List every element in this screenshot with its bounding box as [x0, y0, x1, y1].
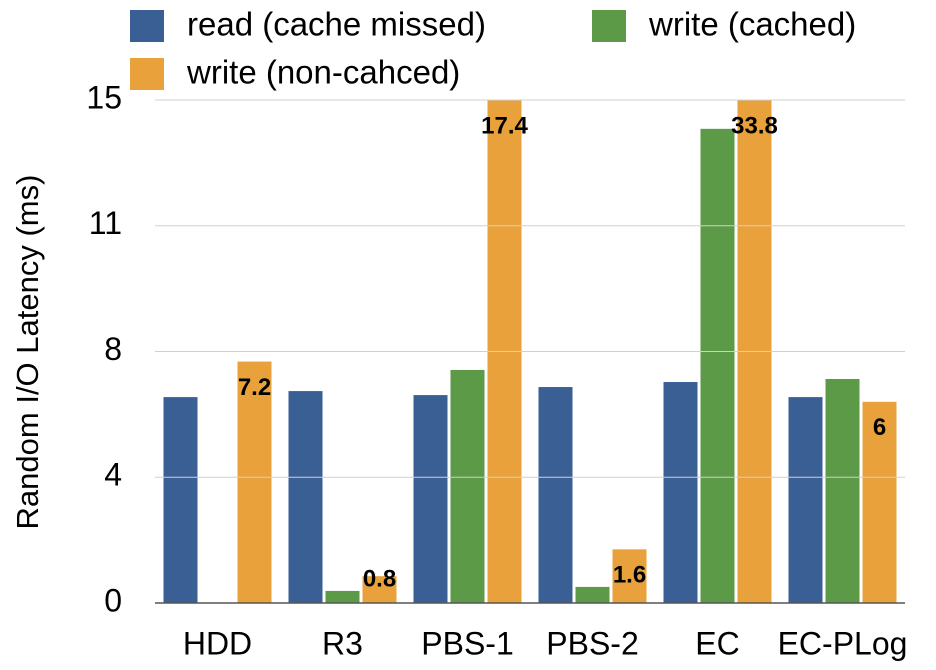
y-tick-label: 15 [86, 79, 122, 115]
x-tick-label: R3 [322, 625, 363, 661]
data-label: 0.8 [363, 565, 396, 592]
legend-label: read (cache missed) [187, 6, 486, 43]
legend-swatch [130, 58, 164, 90]
data-label: 33.8 [731, 112, 778, 139]
bar [450, 369, 485, 603]
data-label: 7.2 [238, 374, 271, 401]
bar [737, 100, 772, 603]
y-axis-title: Random I/O Latency (ms) [10, 175, 45, 530]
x-tick-label: PBS-2 [546, 625, 638, 661]
bar [788, 397, 823, 603]
data-label: 17.4 [481, 112, 528, 139]
y-tick-label: 4 [104, 457, 122, 493]
bar [700, 128, 735, 603]
bar [325, 590, 360, 603]
y-tick-label: 0 [104, 582, 122, 618]
data-label: 1.6 [613, 562, 646, 589]
bar [487, 100, 522, 603]
bar [825, 378, 860, 603]
y-tick-label: 11 [89, 205, 122, 241]
x-tick-label: HDD [183, 625, 252, 661]
legend-swatch [130, 10, 164, 42]
bar [413, 395, 448, 603]
bar [575, 586, 610, 603]
data-label: 6 [873, 414, 886, 441]
x-tick-label: EC-PLog [778, 625, 908, 661]
legend-label: write (non-cahced) [186, 54, 460, 91]
y-tick-label: 8 [104, 331, 122, 367]
x-tick-label: EC [695, 625, 739, 661]
bar [862, 401, 897, 603]
x-tick-label: PBS-1 [421, 625, 513, 661]
legend-label: write (cached) [648, 6, 856, 43]
bar [362, 576, 397, 603]
bar [663, 382, 698, 603]
bar [612, 549, 647, 603]
bar [538, 387, 573, 603]
legend-swatch [592, 10, 626, 42]
bar [288, 391, 323, 603]
bar [163, 397, 198, 603]
bar [237, 361, 272, 603]
